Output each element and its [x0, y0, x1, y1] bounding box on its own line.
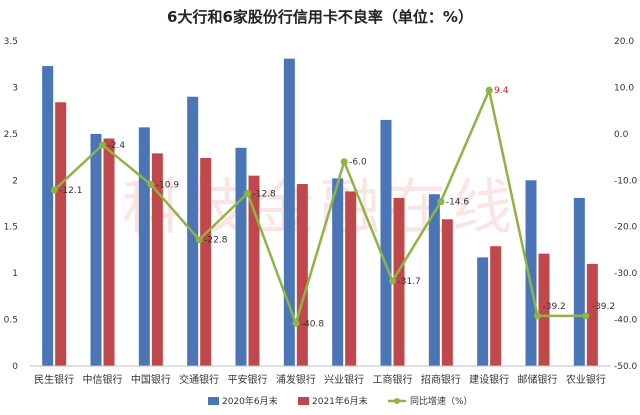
growth-label: -14.6 [446, 198, 470, 208]
growth-point [485, 86, 493, 94]
category-label: 浦发银行 [276, 373, 316, 386]
right-axis: -50.0 -40.0 -30.0 -20.0 -10.0 0.0 10.0 20.0 [614, 37, 638, 372]
bar [42, 66, 54, 367]
category-label: 兴业银行 [324, 373, 364, 386]
growth-point [292, 319, 300, 327]
growth-label: -39.2 [592, 302, 615, 312]
legend-label: 同比增速（%） [410, 395, 473, 407]
right-tick-label: 0.0 [614, 130, 629, 140]
growth-point [389, 277, 396, 285]
growth-label: -40.8 [301, 319, 325, 329]
bar [283, 58, 295, 367]
bar [428, 194, 440, 366]
growth-label: -12.8 [253, 189, 277, 199]
category-labels: 民生银行 中信银行 中国银行 交通银行 平安银行 浦发银行 兴业银行 工商银行 招商银行 建设银行… [34, 373, 606, 386]
category-label: 平安银行 [228, 373, 268, 386]
category-label: 工商银行 [373, 373, 413, 386]
growth-label: 9.4 [494, 86, 509, 96]
growth-point [50, 186, 58, 194]
bar [490, 246, 502, 366]
growth-point [147, 180, 155, 188]
bar [345, 191, 357, 366]
left-tick-label: 1.5 [4, 223, 18, 233]
bar [235, 147, 247, 366]
legend-line-marker [394, 398, 400, 404]
growth-point [195, 236, 203, 244]
bar [477, 257, 489, 366]
right-tick-label: 20.0 [614, 37, 634, 47]
legend-swatch [208, 397, 219, 405]
growth-point [340, 158, 348, 166]
right-tick-label: -10.0 [614, 176, 638, 186]
growth-point [437, 198, 445, 206]
bar [200, 158, 212, 366]
legend: 2020年6月末 2021年6月末 同比增速（%） [208, 395, 473, 407]
category-label: 交通银行 [179, 373, 219, 386]
category-label: 中信银行 [83, 373, 123, 386]
bar [393, 197, 405, 366]
bar [332, 178, 344, 366]
left-tick-label: 2.5 [4, 130, 18, 140]
category-label: 中国银行 [131, 373, 171, 386]
right-tick-label: -40.0 [614, 316, 638, 326]
growth-line: -12.1 -2.4 -10.9 -22.8 -12.8 -40.8 -6.0 -31.7 -1… [50, 86, 615, 329]
bar [248, 175, 260, 366]
bar [55, 102, 67, 367]
bar [380, 119, 392, 366]
category-label: 农业银行 [566, 373, 606, 386]
bar [538, 253, 550, 366]
bar [441, 219, 453, 366]
growth-point [534, 312, 541, 320]
category-label: 邮储银行 [518, 373, 558, 386]
bar [151, 153, 163, 366]
growth-label: -31.7 [398, 277, 421, 287]
growth-label: -10.9 [156, 180, 180, 190]
category-label: 建设银行 [469, 373, 509, 386]
left-tick-label: 3.5 [4, 37, 18, 47]
bar [586, 263, 598, 366]
growth-label: -2.4 [108, 141, 126, 151]
legend-label: 2021年6月末 [312, 395, 368, 407]
category-label: 民生银行 [34, 373, 74, 386]
bar [90, 133, 102, 366]
growth-label: -12.1 [59, 186, 82, 196]
watermark: 科技金融在线 [122, 173, 518, 243]
left-tick-label: 1 [12, 269, 18, 279]
right-tick-label: -30.0 [614, 269, 638, 279]
legend-label: 2020年6月末 [222, 395, 278, 407]
growth-label: -6.0 [349, 158, 367, 168]
bar [296, 184, 308, 366]
growth-point [244, 189, 251, 197]
growth-label: -22.8 [204, 236, 228, 246]
right-tick-label: 10.0 [614, 83, 634, 93]
bar [138, 127, 150, 366]
legend-swatch [298, 397, 309, 405]
category-label: 招商银行 [421, 373, 461, 386]
left-tick-label: 2 [12, 176, 18, 186]
chart-title: 6大行和6家股份行信用卡不良率（单位：%） [167, 8, 473, 26]
right-tick-label: -50.0 [614, 362, 638, 372]
growth-point [582, 312, 590, 320]
left-tick-label: 0 [12, 362, 18, 372]
right-tick-label: -20.0 [614, 223, 638, 233]
growth-point [99, 141, 106, 149]
bar [525, 180, 537, 366]
bar [573, 197, 585, 366]
growth-line-path [53, 86, 586, 328]
left-axis: 0 0.5 1 1.5 2 2.5 3 3.5 [4, 37, 19, 372]
bar [103, 138, 115, 366]
left-tick-label: 0.5 [4, 316, 18, 326]
growth-label: -39.2 [543, 302, 566, 312]
left-tick-label: 3 [12, 83, 18, 93]
